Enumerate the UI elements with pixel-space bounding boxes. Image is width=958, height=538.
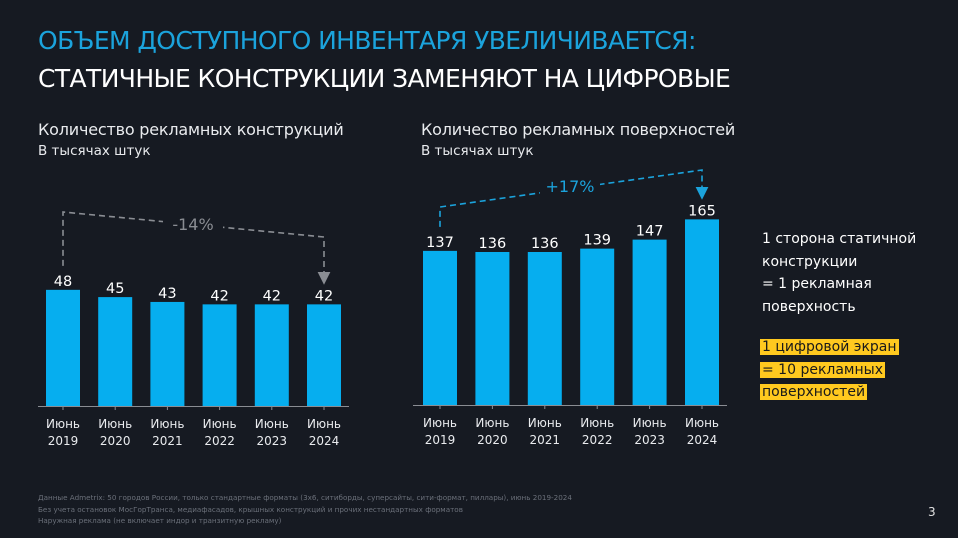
data-label: 42 bbox=[315, 288, 333, 304]
x-tick-label: Июнь bbox=[203, 417, 237, 431]
note-static-line: = 1 рекламная bbox=[762, 276, 872, 292]
x-tick-label: 2019 bbox=[425, 433, 456, 447]
data-label: 42 bbox=[263, 288, 281, 304]
x-tick-label: 2022 bbox=[582, 433, 613, 447]
bar bbox=[202, 304, 237, 406]
x-tick-label: Июнь bbox=[580, 416, 614, 430]
bar bbox=[475, 252, 510, 405]
data-label: 48 bbox=[54, 274, 72, 290]
note-static-line: конструкции bbox=[762, 253, 858, 270]
x-tick-label: Июнь bbox=[423, 416, 457, 430]
note-static-line: 1 сторона статичной bbox=[762, 231, 917, 247]
bar bbox=[46, 289, 80, 406]
note-static-line: поверхность bbox=[762, 298, 856, 315]
x-tick-label: 2023 bbox=[634, 433, 665, 447]
x-tick-label: Июнь bbox=[46, 417, 80, 431]
x-tick-label: 2021 bbox=[530, 433, 561, 447]
note-highlight-line: поверхностей bbox=[760, 384, 868, 400]
data-label: 139 bbox=[583, 233, 611, 249]
bar bbox=[150, 301, 185, 406]
bar bbox=[254, 304, 289, 406]
title-line-1: ОБЪЕМ ДОСТУПНОГО ИНВЕНТАРЯ УВЕЛИЧИВАЕТСЯ… bbox=[38, 26, 696, 55]
chart-2-title: Количество рекламных поверхностей bbox=[421, 120, 736, 139]
footer-notes: Данные Admetrix: 50 городов России, толь… bbox=[38, 492, 572, 527]
x-tick-label: 2024 bbox=[309, 434, 340, 448]
note-static: 1 сторона статичной конструкции = 1 рекл… bbox=[762, 228, 916, 318]
x-tick-label: Июнь bbox=[633, 416, 667, 430]
bar bbox=[423, 250, 457, 405]
footer-line: Наружная реклама (не включает индор и тр… bbox=[38, 516, 282, 525]
title-line-2: СТАТИЧНЫЕ КОНСТРУКЦИИ ЗАМЕНЯЮТ НА ЦИФРОВ… bbox=[38, 64, 731, 93]
x-tick-label: 2022 bbox=[204, 434, 235, 448]
data-label: 43 bbox=[158, 286, 176, 302]
x-tick-label: Июнь bbox=[255, 417, 289, 431]
bar bbox=[527, 252, 562, 405]
x-tick-label: Июнь bbox=[98, 417, 132, 431]
change-label-bg bbox=[540, 175, 600, 197]
footer-line: Без учета остановок МосГорТранса, медиаф… bbox=[38, 504, 463, 514]
page-number: 3 bbox=[928, 505, 936, 519]
data-label: 137 bbox=[426, 235, 454, 251]
data-label: 45 bbox=[106, 281, 124, 297]
x-tick-label: 2020 bbox=[100, 434, 131, 448]
data-label: 165 bbox=[688, 203, 716, 219]
data-label: 147 bbox=[636, 224, 664, 240]
x-tick-label: Июнь bbox=[528, 416, 562, 430]
change-label: +17% bbox=[546, 177, 595, 196]
x-tick-label: 2020 bbox=[477, 433, 508, 447]
bar bbox=[307, 304, 341, 406]
x-tick-label: Июнь bbox=[150, 417, 184, 431]
x-tick-label: 2021 bbox=[152, 434, 183, 448]
chart-2-subtitle: В тысячах штук bbox=[421, 143, 534, 159]
data-label: 136 bbox=[479, 236, 507, 252]
data-label: 42 bbox=[210, 288, 228, 304]
x-tick-label: 2024 bbox=[687, 433, 718, 447]
chart-1-title: Количество рекламных конструкций bbox=[38, 120, 344, 139]
x-tick-label: Июнь bbox=[685, 416, 719, 430]
x-tick-label: 2019 bbox=[48, 434, 79, 448]
change-label: -14% bbox=[172, 215, 213, 234]
note-highlight-line: 1 цифровой экран bbox=[760, 339, 899, 355]
bar bbox=[685, 219, 719, 405]
bar bbox=[580, 248, 615, 405]
x-tick-label: 2023 bbox=[257, 434, 288, 448]
chart-1-subtitle: В тысячах штук bbox=[38, 143, 151, 159]
note-digital-highlight: 1 цифровой экран = 10 рекламных поверхно… bbox=[760, 336, 899, 404]
x-tick-label: Июнь bbox=[475, 416, 509, 430]
bar bbox=[98, 297, 133, 406]
note-highlight-line: = 10 рекламных bbox=[760, 361, 885, 378]
footer-line: Данные Admetrix: 50 городов России, толь… bbox=[38, 493, 572, 502]
change-label-bg bbox=[163, 213, 223, 235]
data-label: 136 bbox=[531, 236, 559, 252]
x-tick-label: Июнь bbox=[307, 417, 341, 431]
bar bbox=[632, 239, 667, 405]
